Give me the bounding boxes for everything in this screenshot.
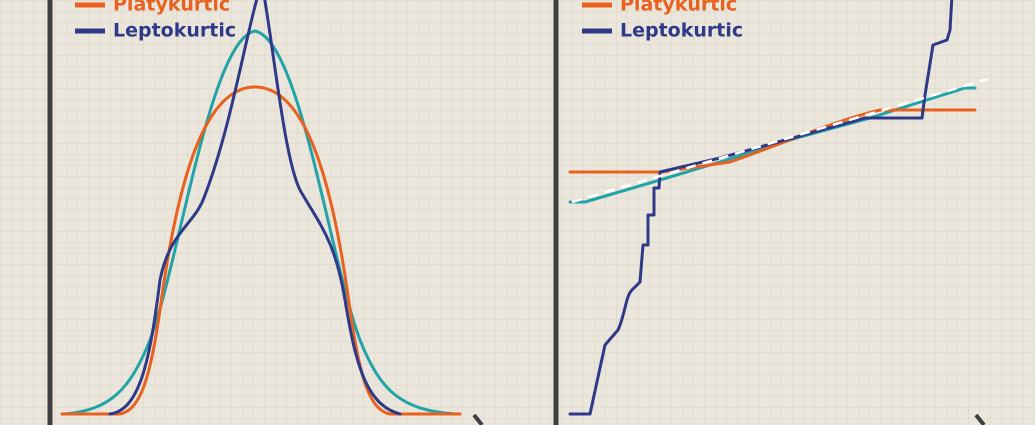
platykurtic-curve	[60, 85, 462, 416]
left-panel: Platykurtic Leptokurtic	[47, 0, 484, 425]
normal-curve	[63, 29, 457, 416]
leptokurtic-curve	[108, 0, 402, 416]
legend-label: Platykurtic	[620, 0, 737, 16]
reference-line	[571, 77, 989, 204]
legend-label: Platykurtic	[113, 0, 230, 16]
legend-label: Leptokurtic	[113, 20, 236, 42]
axis-tick	[472, 413, 484, 425]
right-panel: Platykurtic Leptokurtic	[553, 0, 989, 425]
legend-label: Leptokurtic	[620, 20, 743, 42]
axis-tick	[974, 413, 986, 425]
leptokurtic-qq	[568, 0, 954, 416]
